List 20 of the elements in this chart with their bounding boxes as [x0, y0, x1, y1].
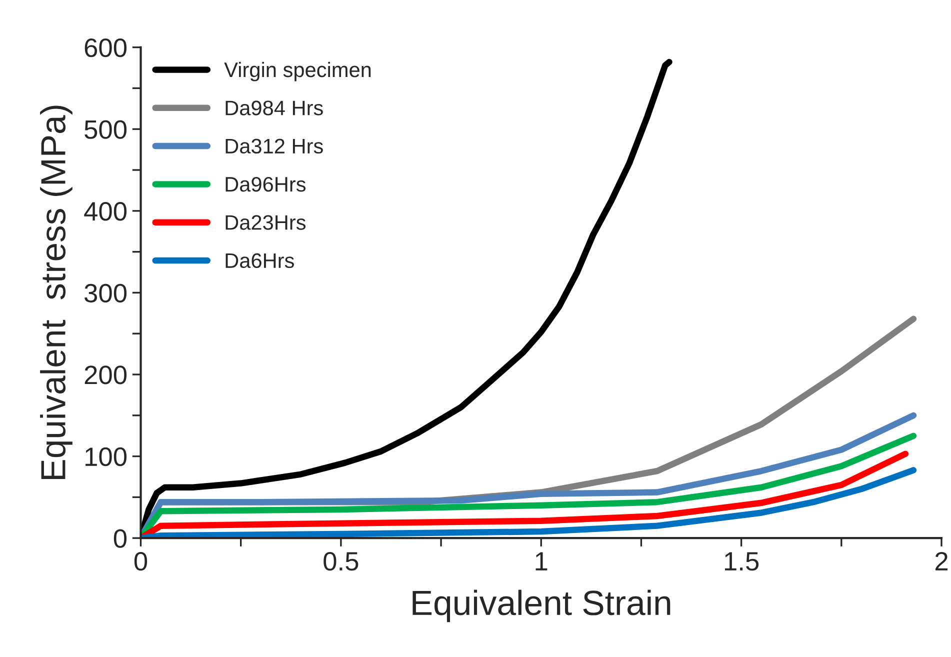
y-tick-label: 200 [84, 366, 127, 384]
legend-label: Da984 Hrs [226, 100, 323, 116]
y-tick-label: 400 [84, 202, 127, 221]
legend-label: Virgin specimen [224, 62, 371, 82]
x-tick-label: 0.5 [324, 552, 358, 571]
y-tick-label: 500 [84, 120, 127, 139]
y-tick-label: 300 [84, 284, 127, 303]
x-axis-title: Equivalent Strain [412, 590, 670, 622]
y-axis-title: Equivalent stress (MPa) [40, 106, 72, 479]
legend-label: Da312 Hrs [226, 138, 323, 154]
legend-label: Da96Hrs [226, 176, 306, 192]
y-tick-label: 100 [86, 447, 127, 466]
y-tick-label: 0 [114, 529, 127, 548]
y-tick-label: 600 [84, 38, 127, 58]
x-tick-label: 0 [134, 552, 148, 571]
x-tick-label: 1.5 [724, 552, 759, 571]
x-tick-label: 2 [935, 552, 948, 570]
legend-label: Da6Hrs [226, 253, 294, 268]
x-tick-label: 1 [536, 552, 548, 570]
legend-label: Da23Hrs [226, 215, 306, 230]
